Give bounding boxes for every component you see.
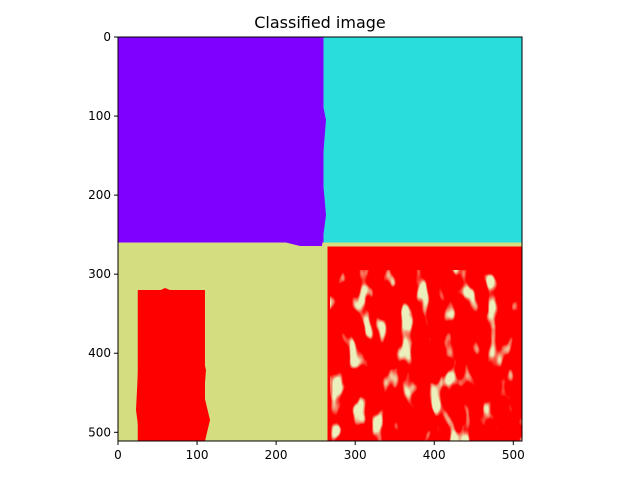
y-tick-label: 100 (88, 109, 111, 123)
x-tick-label: 500 (502, 448, 525, 462)
y-tick-label: 500 (88, 425, 111, 439)
x-tick-label: 100 (186, 448, 209, 462)
olive-texture (330, 270, 522, 441)
chart-title: Classified image (254, 13, 386, 32)
y-axis-ticks: 0 100 200 300 400 500 (88, 30, 118, 439)
y-tick-label: 200 (88, 188, 111, 202)
red-blob-left (136, 288, 210, 441)
plot-frame (117, 36, 523, 442)
y-tick-label: 300 (88, 267, 111, 281)
x-tick-label: 0 (114, 448, 122, 462)
x-axis-ticks: 0 100 200 300 400 500 (114, 441, 525, 462)
class-region-1 (323, 37, 522, 243)
purple-region-boundary (118, 37, 326, 246)
x-tick-label: 200 (265, 448, 288, 462)
y-tick-label: 0 (103, 30, 111, 44)
classified-image (118, 37, 522, 441)
x-tick-label: 300 (344, 448, 367, 462)
x-tick-label: 400 (423, 448, 446, 462)
y-tick-label: 400 (88, 346, 111, 360)
